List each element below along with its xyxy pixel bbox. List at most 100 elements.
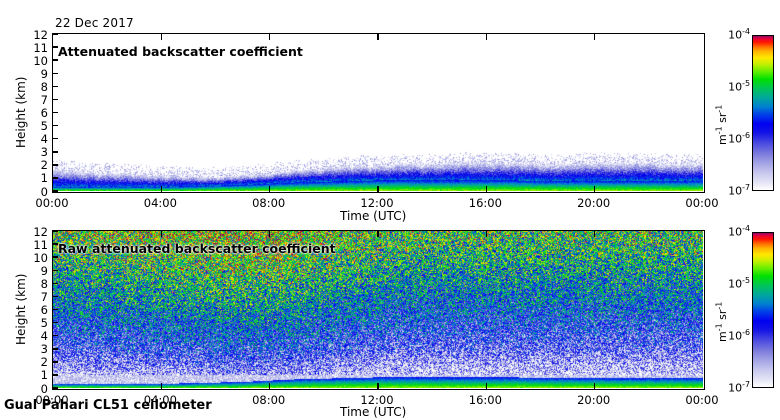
panel0-x-ticks: 00:00 04:00 08:00 12:00 16:00 20:00 00:00 bbox=[35, 196, 718, 210]
y-tick-mark bbox=[53, 72, 58, 74]
y-tick-label: 0 bbox=[40, 381, 48, 396]
y-tick-mark bbox=[53, 269, 58, 271]
x-tick-mark bbox=[485, 231, 488, 237]
panel0-y-ticks: 0 1 2 3 4 5 6 7 8 9 10 11 12 bbox=[26, 28, 48, 199]
x-tick-label: 00:00 bbox=[685, 393, 719, 407]
x-tick-mark bbox=[377, 186, 379, 192]
y-tick-label: 5 bbox=[40, 119, 48, 134]
y-tick-label: 6 bbox=[40, 106, 48, 120]
x-tick-mark bbox=[485, 34, 488, 40]
x-tick-mark bbox=[377, 231, 379, 237]
x-tick-label: 20:00 bbox=[577, 393, 611, 407]
colorbar-tick-label: 10-6 bbox=[728, 327, 750, 343]
y-tick-label: 11 bbox=[33, 237, 48, 252]
y-tick-label: 9 bbox=[40, 263, 48, 278]
y-tick-label: 3 bbox=[40, 342, 48, 357]
y-tick-mark bbox=[53, 34, 58, 35]
x-tick-mark bbox=[160, 383, 163, 389]
y-tick-label: 5 bbox=[40, 316, 48, 331]
y-tick-label: 10 bbox=[33, 250, 48, 265]
panel0-colorbar-ticks: 10-4 10-5 10-6 10-7 bbox=[704, 27, 750, 197]
y-tick-label: 6 bbox=[40, 303, 48, 317]
y-tick-mark bbox=[53, 374, 58, 376]
y-tick-mark bbox=[53, 124, 58, 127]
panel0-x-axis-label: Time (UTC) bbox=[340, 209, 407, 223]
x-tick-mark bbox=[160, 231, 163, 237]
panel0-colorbar-gradient bbox=[752, 35, 774, 191]
y-tick-mark bbox=[53, 308, 58, 311]
x-tick-mark bbox=[485, 383, 488, 389]
panel1-heatmap-canvas bbox=[53, 231, 703, 388]
y-tick-label: 8 bbox=[40, 79, 48, 94]
y-tick-label: 8 bbox=[40, 276, 48, 291]
x-tick-mark bbox=[268, 34, 271, 40]
y-tick-mark bbox=[53, 348, 58, 350]
panel0-heatmap-canvas bbox=[53, 34, 703, 191]
x-tick-label: 08:00 bbox=[252, 196, 286, 210]
y-tick-label: 7 bbox=[40, 289, 48, 304]
colorbar-tick-label: 10-5 bbox=[728, 78, 750, 94]
y-tick-mark bbox=[53, 256, 58, 258]
panel1-x-ticks: 00:00 04:00 08:00 12:00 16:00 20:00 00:00 bbox=[35, 393, 718, 407]
x-tick-mark bbox=[268, 231, 271, 237]
y-tick-label: 7 bbox=[40, 92, 48, 107]
y-tick-label: 0 bbox=[40, 184, 48, 199]
y-tick-mark bbox=[53, 98, 58, 101]
y-tick-label: 11 bbox=[33, 40, 48, 55]
y-tick-mark bbox=[53, 151, 58, 153]
y-tick-mark bbox=[53, 85, 58, 88]
x-tick-mark bbox=[593, 34, 596, 40]
panel1-x-axis-label: Time (UTC) bbox=[340, 405, 407, 419]
x-tick-mark bbox=[593, 231, 596, 237]
x-tick-mark bbox=[593, 383, 596, 389]
panel1-colorbar-ticks: 10-4 10-5 10-6 10-7 bbox=[704, 224, 750, 394]
colorbar-tick-label: 10-4 bbox=[728, 223, 750, 239]
x-tick-label: 00:00 bbox=[35, 196, 69, 210]
colorbar-tick-label: 10-7 bbox=[728, 182, 750, 198]
x-tick-label: 12:00 bbox=[360, 196, 394, 210]
x-tick-label: 04:00 bbox=[143, 196, 177, 210]
x-tick-label: 00:00 bbox=[685, 196, 719, 210]
y-tick-label: 3 bbox=[40, 145, 48, 160]
y-tick-mark bbox=[53, 164, 58, 166]
y-tick-mark bbox=[53, 282, 58, 285]
y-tick-label: 10 bbox=[33, 53, 48, 68]
y-tick-label: 4 bbox=[40, 329, 48, 344]
y-tick-mark bbox=[53, 295, 58, 298]
y-tick-mark bbox=[53, 177, 58, 179]
panel0-colorbar-unit-label: m-1 sr-1 bbox=[714, 104, 729, 145]
x-tick-label: 16:00 bbox=[468, 196, 502, 210]
x-tick-mark bbox=[377, 383, 379, 389]
panel1-plot-area[interactable] bbox=[52, 230, 705, 390]
y-tick-mark bbox=[53, 59, 58, 61]
y-tick-label: 12 bbox=[33, 224, 48, 239]
colorbar-tick-label: 10-5 bbox=[728, 275, 750, 291]
y-tick-mark bbox=[53, 111, 58, 114]
x-tick-mark bbox=[593, 186, 596, 192]
x-tick-mark bbox=[268, 186, 271, 192]
x-tick-label: 12:00 bbox=[360, 393, 394, 407]
x-tick-mark bbox=[160, 186, 163, 192]
y-tick-label: 2 bbox=[40, 158, 48, 173]
y-tick-mark bbox=[53, 387, 58, 389]
panel1-y-ticks: 0 1 2 3 4 5 6 7 8 9 10 11 12 bbox=[26, 225, 48, 396]
y-tick-mark bbox=[53, 231, 58, 232]
x-tick-label: 08:00 bbox=[252, 393, 286, 407]
y-tick-label: 12 bbox=[33, 27, 48, 42]
x-tick-label: 04:00 bbox=[143, 393, 177, 407]
y-tick-mark bbox=[53, 46, 58, 48]
x-tick-label: 00:00 bbox=[35, 393, 69, 407]
x-tick-mark bbox=[485, 186, 488, 192]
panel1-colorbar-gradient bbox=[752, 232, 774, 388]
y-tick-mark bbox=[53, 243, 58, 245]
y-tick-mark bbox=[53, 361, 58, 363]
panel0-plot-area[interactable] bbox=[52, 33, 705, 193]
y-tick-mark bbox=[53, 190, 58, 192]
date-label: 22 Dec 2017 bbox=[55, 16, 134, 30]
y-tick-label: 4 bbox=[40, 132, 48, 147]
x-tick-label: 20:00 bbox=[577, 196, 611, 210]
y-tick-mark bbox=[53, 334, 58, 337]
x-tick-mark bbox=[268, 383, 271, 389]
y-tick-label: 1 bbox=[40, 368, 48, 383]
y-tick-label: 1 bbox=[40, 171, 48, 186]
